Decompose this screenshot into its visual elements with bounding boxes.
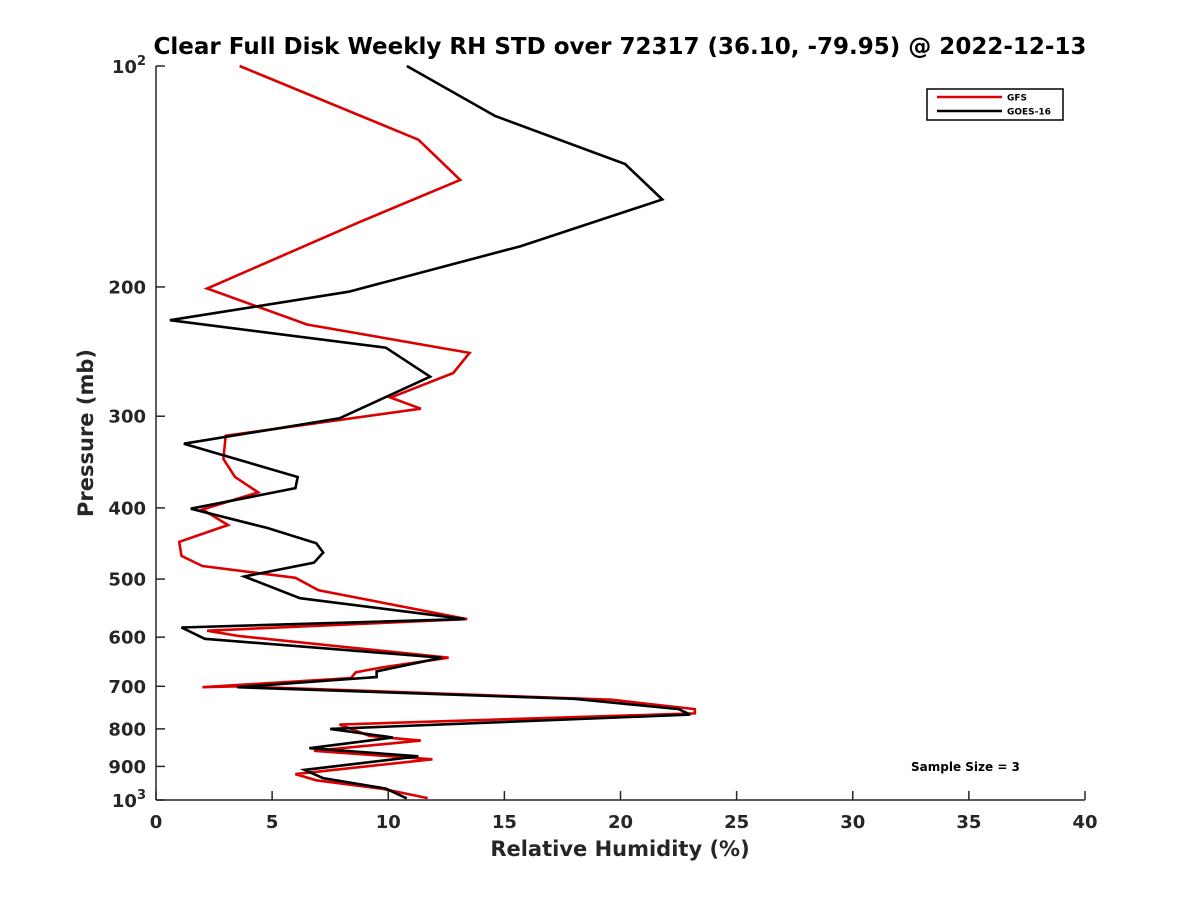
legend-label-gfs: GFS	[1007, 94, 1027, 104]
y-tick-label: 200	[108, 277, 146, 298]
x-tick-label: 10	[376, 812, 401, 833]
legend-box	[926, 88, 1064, 121]
y-tick-label: 500	[108, 570, 146, 591]
plot-axes: 0 5 10 15 20 25 30 35 40 200 300 400 500 600 700 800 900…	[108, 54, 1097, 833]
x-tick-label: 35	[956, 812, 981, 833]
y-tick-label: 900	[108, 757, 146, 778]
y-tick-label-power: 102	[112, 54, 146, 78]
x-tick-label: 5	[266, 812, 279, 833]
y-tick-label: 600	[108, 628, 146, 649]
chart-title: Clear Full Disk Weekly RH STD over 72317…	[154, 34, 1087, 60]
series-layer	[169, 64, 697, 800]
x-tick-label: 15	[492, 812, 517, 833]
sample-size-annotation: Sample Size = 3	[911, 760, 1020, 774]
legend-label-goes16: GOES-16	[1007, 108, 1051, 118]
x-tick-label: 20	[608, 812, 633, 833]
legend: GFS GOES-16	[926, 88, 1064, 121]
x-axis-label: Relative Humidity (%)	[490, 837, 749, 861]
y-tick-label: 700	[108, 677, 146, 698]
x-tick-label: 25	[724, 812, 749, 833]
y-axis-label: Pressure (mb)	[74, 349, 98, 517]
series-line-goes16	[169, 64, 691, 800]
y-tick-label-power: 103	[112, 788, 146, 812]
x-tick-label: 0	[150, 812, 163, 833]
x-tick-label: 30	[840, 812, 865, 833]
y-tick-label: 800	[108, 719, 146, 740]
x-tick-label: 40	[1072, 812, 1097, 833]
y-tick-label: 300	[108, 407, 146, 428]
y-tick-label: 400	[108, 498, 146, 519]
